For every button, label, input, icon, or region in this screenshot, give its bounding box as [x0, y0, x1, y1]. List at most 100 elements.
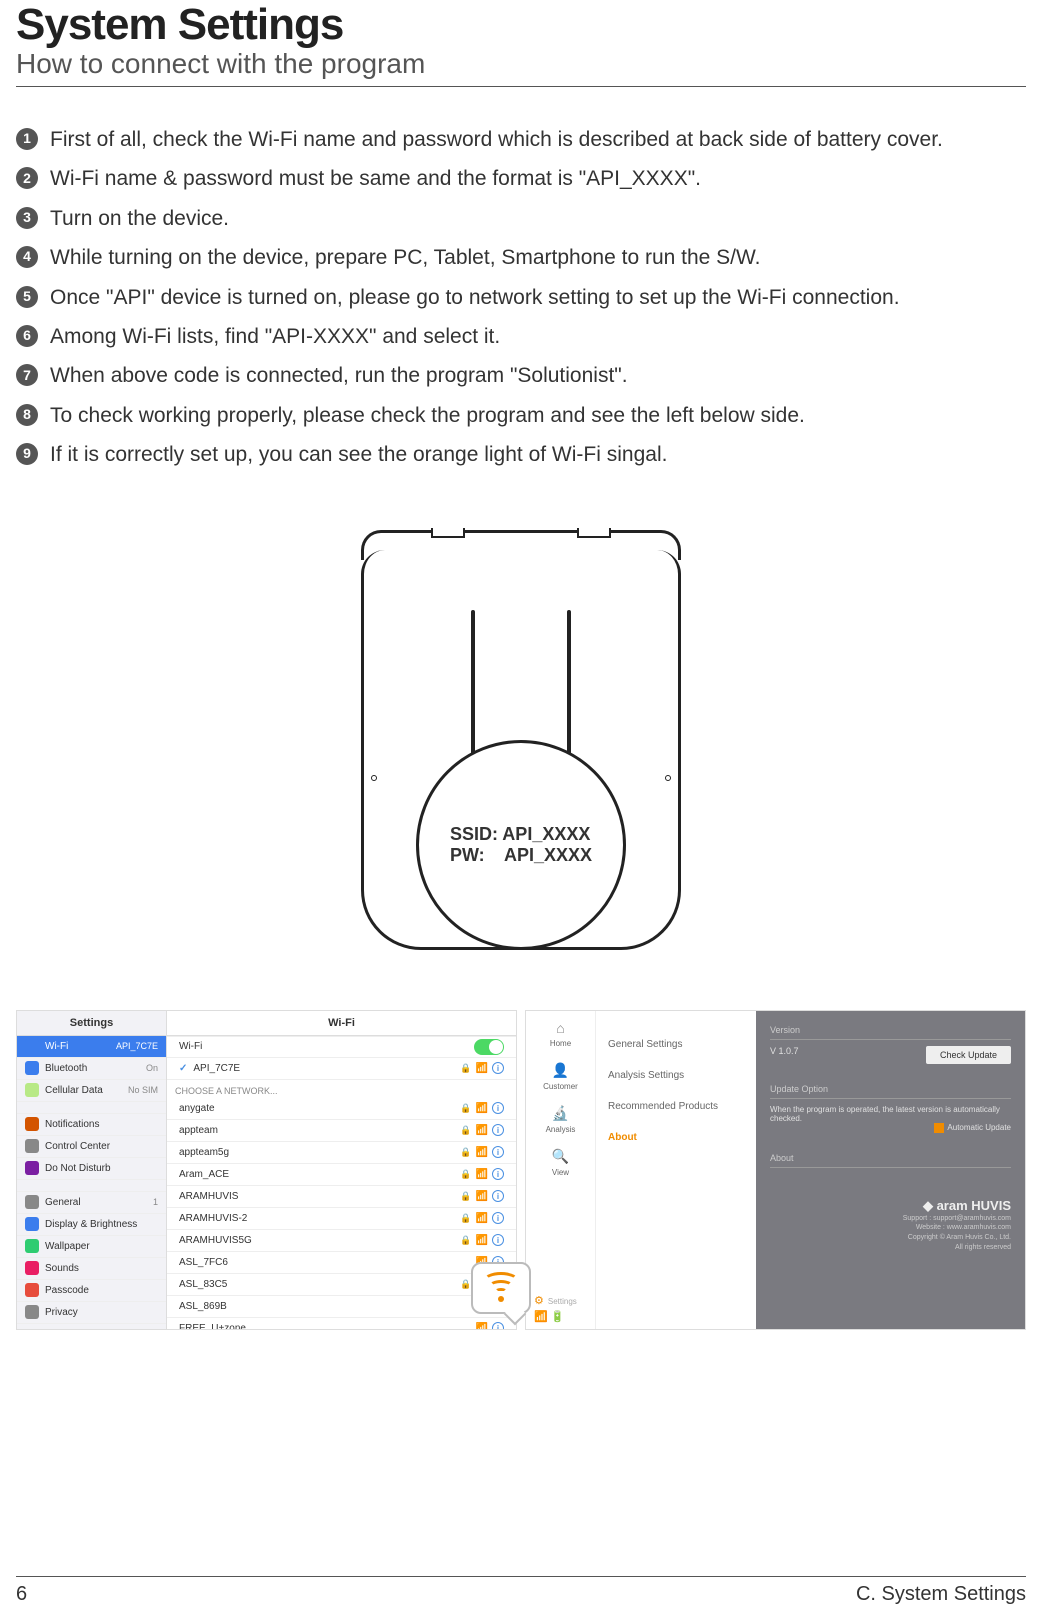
network-row[interactable]: anygate🔒📶i [167, 1098, 516, 1120]
about-header: About [770, 1153, 1011, 1168]
settings-sidebar-item[interactable]: Wi-FiAPI_7C7E [17, 1036, 166, 1058]
settings-sidebar-item[interactable]: Cellular DataNo SIM [17, 1080, 166, 1102]
ssid-pw-label: SSID: API_XXXX PW: API_XXXX [450, 824, 592, 866]
app-menu-item[interactable]: About [596, 1122, 756, 1153]
app-menu-item[interactable]: Analysis Settings [596, 1060, 756, 1091]
network-row[interactable]: appteam5g🔒📶i [167, 1142, 516, 1164]
page-header: System Settings How to connect with the … [16, 0, 1026, 87]
wifi-signal-callout [471, 1262, 531, 1314]
settings-sidebar-item[interactable]: Passcode [17, 1280, 166, 1302]
update-description: When the program is operated, the latest… [770, 1105, 1011, 1123]
settings-sidebar-item[interactable]: Control Center [17, 1136, 166, 1158]
ios-settings-screenshot: Settings Wi-FiAPI_7C7EBluetoothOnCellula… [16, 1010, 517, 1330]
wifi-status-icon: 📶 [534, 1311, 548, 1323]
checkmark-icon: ✓ [179, 1063, 187, 1074]
info-icon[interactable]: i [492, 1212, 504, 1224]
info-icon[interactable]: i [492, 1146, 504, 1158]
step-text: While turning on the device, prepare PC,… [50, 243, 1026, 272]
step-badge: 6 [16, 325, 38, 347]
network-row[interactable]: ASL_869B📶i [167, 1296, 516, 1318]
info-icon[interactable]: i [492, 1062, 504, 1074]
brand-info: Support : support@aramhuvis.comWebsite :… [770, 1214, 1011, 1253]
step-item: 8 To check working properly, please check… [16, 401, 1026, 430]
app-menu-item[interactable]: General Settings [596, 1029, 756, 1060]
settings-sidebar-item[interactable]: Wallpaper [17, 1236, 166, 1258]
app-nav-item[interactable]: ⌂Home [550, 1019, 571, 1048]
app-nav-item[interactable]: 👤Customer [543, 1062, 578, 1091]
battery-cover-diagram: SSID: API_XXXX PW: API_XXXX [331, 530, 711, 960]
connected-network-row[interactable]: ✓ API_7C7E 🔒 📶 i [167, 1058, 516, 1080]
network-row[interactable]: Aram_ACE🔒📶i [167, 1164, 516, 1186]
network-row[interactable]: ASL_7FC6📶i [167, 1252, 516, 1274]
page-number: 6 [16, 1583, 27, 1606]
settings-gear-icon[interactable]: ⚙ [534, 1295, 544, 1307]
info-icon[interactable]: i [492, 1234, 504, 1246]
ios-wifi-header: Wi-Fi [167, 1011, 516, 1036]
step-text: To check working properly, please check … [50, 401, 1026, 430]
lock-icon: 🔒 [460, 1063, 471, 1074]
wifi-signal-icon: 📶 [476, 1063, 488, 1074]
app-nav-item[interactable]: 🔬Analysis [546, 1105, 576, 1134]
check-update-button[interactable]: Check Update [926, 1046, 1011, 1064]
settings-sidebar-item[interactable]: General1 [17, 1192, 166, 1214]
network-row[interactable]: ASL_83C5🔒📶i [167, 1274, 516, 1296]
step-badge: 2 [16, 167, 38, 189]
info-icon[interactable]: i [492, 1102, 504, 1114]
page-subtitle: How to connect with the program [16, 48, 1026, 87]
step-badge: 4 [16, 246, 38, 268]
step-badge: 9 [16, 443, 38, 465]
magnified-label-circle: SSID: API_XXXX PW: API_XXXX [416, 740, 626, 950]
step-text: Once "API" device is turned on, please g… [50, 283, 1026, 312]
screenshots-row: Settings Wi-FiAPI_7C7EBluetoothOnCellula… [16, 1010, 1026, 1330]
step-item: 6 Among Wi-Fi lists, find "API-XXXX" and … [16, 322, 1026, 351]
network-row[interactable]: ARAMHUVIS-2🔒📶i [167, 1208, 516, 1230]
step-item: 2Wi-Fi name & password must be same and … [16, 164, 1026, 193]
step-text: Turn on the device. [50, 204, 1026, 233]
app-menu: General SettingsAnalysis SettingsRecomme… [596, 1011, 756, 1330]
battery-icon: 🔋 [551, 1311, 565, 1323]
step-item: 5 Once "API" device is turned on, please … [16, 283, 1026, 312]
brand-logo: ◆ aram HUVIS [770, 1198, 1011, 1214]
network-row[interactable]: ARAMHUVIS5G🔒📶i [167, 1230, 516, 1252]
info-icon[interactable]: i [492, 1190, 504, 1202]
info-icon[interactable]: i [492, 1124, 504, 1136]
app-nav-item[interactable]: 🔍View [552, 1148, 570, 1177]
settings-sidebar-item[interactable]: Do Not Disturb [17, 1158, 166, 1180]
step-badge: 7 [16, 364, 38, 386]
wifi-toggle[interactable] [474, 1039, 504, 1055]
network-row[interactable]: ARAMHUVIS🔒📶i [167, 1186, 516, 1208]
info-icon[interactable]: i [492, 1168, 504, 1180]
network-row[interactable]: appteam🔒📶i [167, 1120, 516, 1142]
step-text: Among Wi-Fi lists, find "API-XXXX" and s… [50, 322, 1026, 351]
step-badge: 1 [16, 128, 38, 150]
step-badge: 8 [16, 404, 38, 426]
settings-sidebar-item[interactable]: BluetoothOn [17, 1058, 166, 1080]
step-text: When above code is connected, run the pr… [50, 361, 1026, 390]
settings-sidebar-item[interactable]: Sounds [17, 1258, 166, 1280]
app-about-screenshot: ⌂Home 👤Customer 🔬Analysis 🔍View General Set… [525, 1010, 1026, 1330]
app-nav-sidebar: ⌂Home 👤Customer 🔬Analysis 🔍View [526, 1011, 596, 1330]
auto-update-checkbox[interactable]: Automatic Update [934, 1123, 1011, 1133]
version-value: V 1.0.7 [770, 1046, 799, 1056]
bottom-icons: ⚙Settings 📶 🔋 [534, 1294, 577, 1323]
step-item: 4 While turning on the device, prepare PC… [16, 243, 1026, 272]
settings-sidebar-item[interactable]: Notifications [17, 1114, 166, 1136]
app-menu-item[interactable]: Recommended Products [596, 1091, 756, 1122]
step-item: 7 When above code is connected, run the p… [16, 361, 1026, 390]
connected-network-name: API_7C7E [193, 1063, 460, 1074]
step-text: If it is correctly set up, you can see t… [50, 440, 1026, 469]
settings-sidebar-item[interactable]: Display & Brightness [17, 1214, 166, 1236]
section-label: C. System Settings [856, 1583, 1026, 1606]
info-icon[interactable]: i [492, 1322, 504, 1330]
step-item: 3 Turn on the device. [16, 204, 1026, 233]
settings-sidebar-item[interactable]: Privacy [17, 1302, 166, 1324]
step-item: 1First of all, check the Wi-Fi name and … [16, 125, 1026, 154]
step-badge: 3 [16, 207, 38, 229]
network-row[interactable]: FREE_U+zone📶i [167, 1318, 516, 1330]
steps-list: 1First of all, check the Wi-Fi name and … [16, 125, 1026, 470]
step-item: 9 If it is correctly set up, you can see … [16, 440, 1026, 469]
step-badge: 5 [16, 286, 38, 308]
wifi-signal-icon-orange [483, 1272, 519, 1304]
update-option-header: Update Option [770, 1084, 1011, 1099]
page-footer: 6 C. System Settings [16, 1576, 1026, 1606]
